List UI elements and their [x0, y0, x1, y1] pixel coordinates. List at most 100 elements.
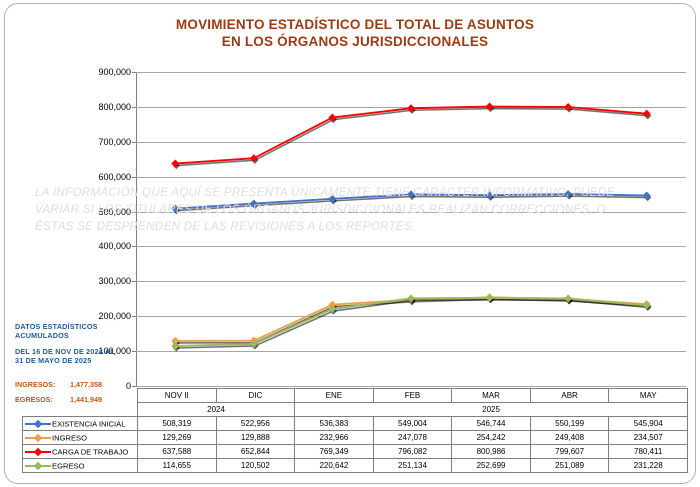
data-point[interactable] — [564, 294, 573, 303]
y-axis-tick — [132, 386, 136, 387]
chart-title: MOVIMIENTO ESTADÍSTICO DEL TOTAL DE ASUN… — [5, 16, 695, 50]
table-cell: 234,507 — [608, 430, 688, 445]
series-line — [175, 105, 647, 165]
data-point[interactable] — [564, 103, 573, 112]
data-table-body: EXISTENCIA INICIAL 508,319 522,956 536,383 5… — [22, 416, 688, 473]
data-point[interactable] — [406, 190, 416, 199]
data-point[interactable] — [485, 102, 494, 111]
gridline — [136, 386, 686, 387]
table-row: CARGA DE TRABAJO 637,588 652,844 769,349 796… — [22, 444, 688, 459]
chart-series-layer — [171, 102, 652, 352]
data-point[interactable] — [642, 109, 651, 118]
data-point[interactable] — [642, 301, 651, 310]
legend-marker-icon — [25, 461, 51, 470]
legend-marker-icon — [25, 433, 51, 442]
gridline — [136, 246, 686, 248]
table-cell: 637,588 — [137, 444, 217, 459]
data-point[interactable] — [485, 293, 494, 302]
table-cell: 220,642 — [294, 458, 374, 473]
year-label-2025: 2025 — [294, 402, 688, 417]
chart-title-line1: MOVIMIENTO ESTADÍSTICO DEL TOTAL DE ASUN… — [175, 17, 535, 32]
table-cell: 232,966 — [294, 430, 374, 445]
data-point[interactable] — [406, 294, 416, 303]
data-table-corner — [23, 389, 138, 403]
ingresos-value: 1,477,358 — [70, 380, 102, 389]
column-header-nov-ii: NOV II — [137, 388, 217, 403]
legend-item-existencia-inicial[interactable]: EXISTENCIA INICIAL — [22, 416, 138, 431]
table-cell: 120,502 — [215, 458, 296, 473]
y-axis-tick — [132, 211, 136, 213]
legend-marker-icon — [25, 447, 51, 456]
column-header-dic: DIC — [215, 388, 296, 403]
y-axis-tick-label: 300,000 — [98, 276, 131, 287]
table-cell: 114,655 — [137, 458, 217, 473]
data-point[interactable] — [328, 304, 337, 314]
egresos-label: EGRESOS: — [15, 395, 53, 404]
y-axis-tick-label: 600,000 — [98, 171, 131, 182]
y-axis-tick — [132, 106, 136, 108]
table-cell: 251,089 — [529, 458, 610, 473]
table-cell: 522,956 — [215, 416, 296, 431]
egresos-value: 1,441,949 — [70, 395, 102, 404]
legend-item-carga-de-trabajo[interactable]: CARGA DE TRABAJO — [22, 444, 138, 459]
table-cell: 254,242 — [451, 430, 531, 445]
table-cell: 252,699 — [451, 458, 531, 473]
data-table-year-row: 2024 2025 — [23, 402, 688, 417]
table-row: EXISTENCIA INICIAL 508,319 522,956 536,383 5… — [22, 416, 688, 431]
data-point[interactable] — [249, 154, 258, 163]
data-point[interactable] — [564, 190, 573, 199]
table-cell: 247,078 — [372, 430, 453, 445]
legend-marker-icon — [25, 419, 51, 428]
accumulated-heading: DATOS ESTADÍSTICOS ACUMULADOS — [15, 322, 135, 340]
column-header-feb: FEB — [372, 388, 453, 403]
y-axis-tick — [132, 246, 136, 248]
legend-item-egreso[interactable]: EGRESO — [22, 458, 138, 473]
table-cell: 536,383 — [294, 416, 374, 431]
gridline — [136, 72, 686, 73]
data-point[interactable] — [328, 194, 337, 203]
accumulated-data-note: DATOS ESTADÍSTICOS ACUMULADOS DEL 16 DE … — [15, 322, 135, 372]
legend-label: EGRESO — [52, 461, 85, 471]
gridline — [136, 316, 686, 318]
gridline — [136, 211, 686, 213]
data-table: NOV II DIC ENE FEB MAR ABR MAY 2024 2025 EXISTE… — [22, 388, 688, 473]
y-axis-tick-label: 900,000 — [98, 67, 131, 77]
table-cell: 652,844 — [215, 444, 296, 459]
data-point[interactable] — [249, 199, 258, 208]
y-axis-tick-label: 200,000 — [98, 311, 131, 322]
y-axis-tick — [132, 316, 136, 318]
table-cell: 545,904 — [608, 416, 688, 431]
data-table-head: NOV II DIC ENE FEB MAR ABR MAY 2024 2025 — [23, 388, 688, 417]
legend-label: INGRESO — [52, 433, 88, 443]
table-cell: 780,411 — [608, 444, 688, 459]
series-existencia-inicial — [171, 190, 652, 215]
data-point[interactable] — [171, 341, 180, 351]
series-line — [175, 296, 647, 347]
data-point[interactable] — [642, 191, 651, 200]
accumulated-period-line2: 31 DE MAYO DE 2025 — [15, 356, 92, 365]
y-axis-tick-label: 500,000 — [98, 206, 131, 217]
table-cell: 546,744 — [451, 416, 531, 431]
table-cell: 251,134 — [372, 458, 453, 473]
data-point[interactable] — [328, 113, 337, 122]
data-point[interactable] — [171, 204, 180, 213]
accumulated-period-line1: DEL 16 DE NOV DE 2024 AL — [15, 347, 115, 356]
y-axis-tick-label: 700,000 — [98, 136, 131, 147]
legend-item-ingreso[interactable]: INGRESO — [22, 430, 138, 445]
gridline — [136, 176, 686, 178]
table-cell: 799,607 — [529, 444, 610, 459]
gridline — [136, 351, 686, 353]
data-point[interactable] — [171, 159, 180, 168]
y-axis-tick-label: 100,000 — [98, 346, 131, 357]
table-cell: 549,004 — [372, 416, 453, 431]
table-cell: 231,228 — [608, 458, 688, 473]
totals-row-egresos: EGRESOS: 1,441,949 — [15, 392, 140, 407]
totals-block: INGRESOS: 1,477,358 EGRESOS: 1,441,949 — [15, 377, 140, 407]
column-header-ene: ENE — [294, 388, 374, 403]
data-point[interactable] — [249, 339, 258, 348]
column-header-may: MAY — [608, 388, 688, 403]
data-point[interactable] — [406, 104, 416, 113]
table-cell: 129,269 — [137, 430, 217, 445]
ingresos-label: INGRESOS: — [15, 380, 56, 389]
data-point[interactable] — [485, 191, 494, 200]
